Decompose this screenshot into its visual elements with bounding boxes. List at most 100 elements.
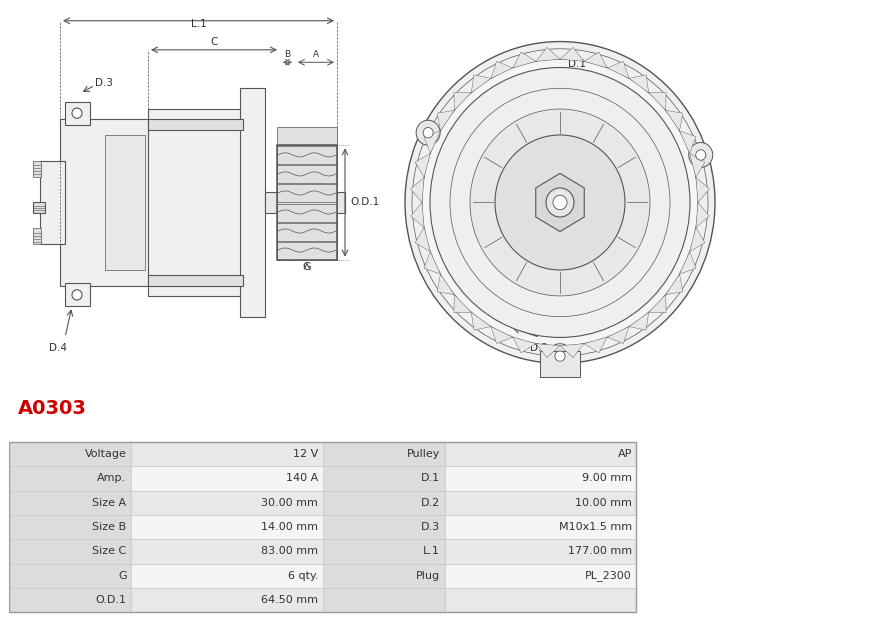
Text: 9.00 mm: 9.00 mm: [581, 473, 632, 483]
FancyBboxPatch shape: [131, 588, 323, 612]
Polygon shape: [560, 47, 584, 61]
Text: L.1: L.1: [423, 546, 440, 556]
Bar: [148, 120, 243, 130]
Polygon shape: [679, 131, 696, 153]
Polygon shape: [437, 274, 454, 295]
Polygon shape: [690, 227, 705, 252]
Polygon shape: [629, 75, 649, 93]
Text: D.4: D.4: [49, 343, 67, 353]
Polygon shape: [584, 52, 607, 68]
Polygon shape: [437, 110, 454, 131]
Text: D.3: D.3: [421, 522, 440, 532]
FancyBboxPatch shape: [323, 588, 444, 612]
Text: 177.00 mm: 177.00 mm: [568, 546, 632, 556]
FancyBboxPatch shape: [9, 564, 131, 588]
Polygon shape: [415, 227, 430, 252]
Bar: [277, 222, 337, 240]
Text: G: G: [302, 262, 311, 272]
Bar: [9, 442, 637, 612]
Polygon shape: [666, 274, 683, 295]
FancyBboxPatch shape: [9, 466, 131, 490]
Bar: [265, 192, 345, 213]
Bar: [65, 102, 90, 125]
Polygon shape: [584, 337, 607, 353]
Text: L.1: L.1: [190, 19, 206, 29]
Text: Voltage: Voltage: [84, 449, 126, 459]
FancyBboxPatch shape: [323, 490, 444, 515]
Bar: [148, 109, 243, 296]
FancyBboxPatch shape: [444, 564, 637, 588]
Circle shape: [470, 109, 650, 296]
Polygon shape: [424, 252, 440, 274]
Text: Size A: Size A: [92, 498, 126, 508]
Bar: [148, 275, 243, 285]
Bar: [277, 145, 337, 260]
Bar: [105, 135, 145, 270]
Polygon shape: [491, 61, 513, 78]
Bar: [540, 351, 580, 377]
Circle shape: [430, 67, 690, 338]
Circle shape: [416, 120, 440, 145]
FancyBboxPatch shape: [9, 540, 131, 564]
Polygon shape: [696, 202, 709, 227]
FancyBboxPatch shape: [131, 442, 323, 466]
Bar: [40, 161, 65, 244]
Bar: [277, 204, 337, 222]
Polygon shape: [696, 178, 709, 202]
Polygon shape: [415, 153, 430, 178]
Text: Amp.: Amp.: [98, 473, 126, 483]
Polygon shape: [560, 344, 584, 358]
FancyBboxPatch shape: [444, 540, 637, 564]
Bar: [60, 120, 150, 285]
Text: D.1: D.1: [421, 473, 440, 483]
FancyBboxPatch shape: [131, 540, 323, 564]
Text: 6 qty.: 6 qty.: [287, 571, 318, 581]
Polygon shape: [471, 75, 491, 93]
Text: 83.00 mm: 83.00 mm: [261, 546, 318, 556]
Text: 140 A: 140 A: [286, 473, 318, 483]
FancyBboxPatch shape: [131, 515, 323, 540]
FancyBboxPatch shape: [444, 588, 637, 612]
Polygon shape: [536, 344, 560, 358]
FancyBboxPatch shape: [131, 564, 323, 588]
Bar: [65, 283, 90, 307]
FancyBboxPatch shape: [323, 564, 444, 588]
Text: G: G: [118, 571, 126, 581]
Bar: [240, 88, 265, 316]
Circle shape: [72, 290, 82, 300]
Text: 12 V: 12 V: [292, 449, 318, 459]
Circle shape: [696, 150, 706, 160]
Text: D.2: D.2: [530, 343, 548, 353]
Polygon shape: [491, 326, 513, 344]
FancyBboxPatch shape: [131, 466, 323, 490]
Text: D.1: D.1: [568, 59, 586, 69]
Text: 10.00 mm: 10.00 mm: [575, 498, 632, 508]
Text: M10x1.5 mm: M10x1.5 mm: [558, 522, 632, 532]
Text: D.2: D.2: [420, 498, 440, 508]
Polygon shape: [649, 92, 666, 110]
Bar: [277, 242, 337, 260]
Bar: [33, 202, 45, 213]
Text: O.D.1: O.D.1: [95, 595, 126, 605]
Circle shape: [423, 128, 433, 138]
Text: C: C: [211, 37, 218, 47]
Polygon shape: [471, 312, 491, 330]
Text: PL_2300: PL_2300: [585, 570, 632, 581]
Circle shape: [555, 351, 565, 361]
Circle shape: [72, 108, 82, 118]
FancyBboxPatch shape: [323, 442, 444, 466]
Polygon shape: [513, 52, 536, 68]
FancyBboxPatch shape: [9, 515, 131, 540]
Circle shape: [553, 195, 567, 210]
Polygon shape: [607, 61, 629, 78]
FancyBboxPatch shape: [444, 466, 637, 490]
Bar: [277, 184, 337, 202]
Text: 14.00 mm: 14.00 mm: [261, 522, 318, 532]
Polygon shape: [607, 326, 629, 344]
Text: Size B: Size B: [92, 522, 126, 532]
Text: AP: AP: [618, 449, 632, 459]
Polygon shape: [424, 131, 440, 153]
FancyBboxPatch shape: [444, 490, 637, 515]
Bar: [277, 145, 337, 260]
Bar: [33, 229, 41, 244]
